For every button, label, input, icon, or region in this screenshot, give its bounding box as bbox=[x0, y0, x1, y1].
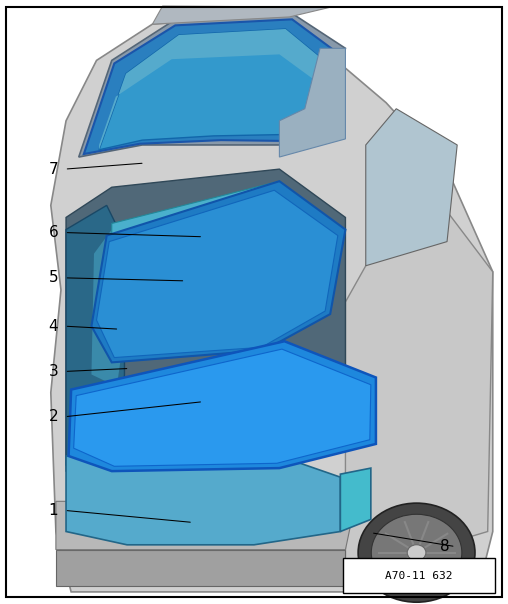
Ellipse shape bbox=[358, 503, 475, 602]
Text: 6: 6 bbox=[48, 225, 58, 240]
Text: 4: 4 bbox=[49, 319, 58, 333]
Polygon shape bbox=[97, 190, 338, 358]
Polygon shape bbox=[279, 48, 345, 157]
Text: 2: 2 bbox=[49, 410, 58, 424]
Polygon shape bbox=[56, 550, 345, 586]
Polygon shape bbox=[99, 29, 325, 150]
Text: 5: 5 bbox=[49, 271, 58, 285]
Polygon shape bbox=[74, 349, 371, 466]
Polygon shape bbox=[56, 501, 356, 550]
Polygon shape bbox=[79, 15, 345, 157]
Text: A70-11 632: A70-11 632 bbox=[386, 571, 453, 580]
Polygon shape bbox=[66, 169, 345, 483]
Text: 3: 3 bbox=[48, 364, 58, 379]
Polygon shape bbox=[51, 18, 493, 592]
Polygon shape bbox=[112, 181, 330, 242]
Text: 7: 7 bbox=[49, 162, 58, 176]
Polygon shape bbox=[66, 205, 124, 471]
Ellipse shape bbox=[371, 514, 462, 591]
Polygon shape bbox=[366, 109, 457, 266]
Polygon shape bbox=[99, 29, 325, 150]
Polygon shape bbox=[152, 6, 330, 24]
Text: 1: 1 bbox=[49, 503, 58, 518]
Polygon shape bbox=[84, 19, 338, 154]
Polygon shape bbox=[66, 456, 340, 545]
Polygon shape bbox=[91, 230, 122, 387]
Text: 8: 8 bbox=[440, 539, 449, 554]
Polygon shape bbox=[340, 468, 371, 532]
FancyBboxPatch shape bbox=[343, 558, 495, 593]
Polygon shape bbox=[69, 341, 376, 471]
Polygon shape bbox=[91, 181, 345, 362]
Polygon shape bbox=[345, 211, 493, 574]
Ellipse shape bbox=[407, 545, 426, 561]
